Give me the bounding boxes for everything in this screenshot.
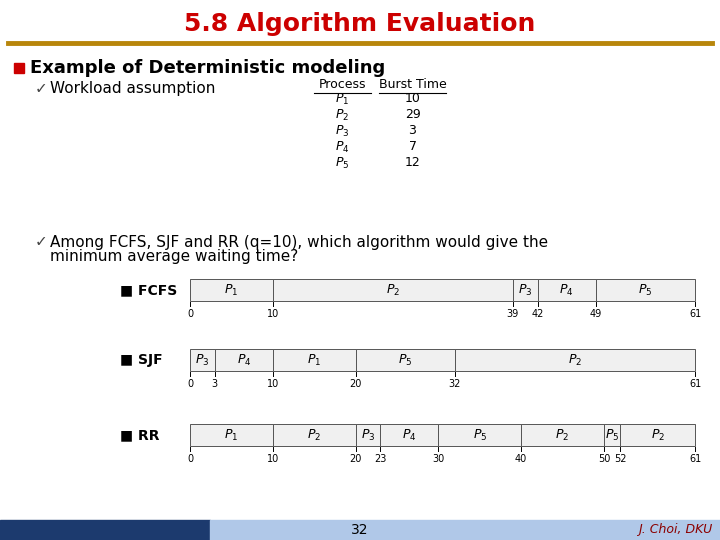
Text: 61: 61 (689, 454, 701, 464)
Text: ■ FCFS: ■ FCFS (120, 283, 177, 297)
Text: $P_2$: $P_2$ (336, 107, 350, 123)
Bar (210, 520, 720, 540)
Bar (14, 63, 24, 73)
Text: 30: 30 (432, 454, 444, 464)
Bar (356, 349, 455, 371)
Bar (438, 424, 521, 446)
Text: $P_3$: $P_3$ (195, 353, 210, 368)
Bar (190, 424, 273, 446)
Text: 0: 0 (187, 309, 193, 319)
Text: $P_4$: $P_4$ (336, 139, 350, 154)
Text: ■ RR: ■ RR (120, 428, 160, 442)
Text: $P_4$: $P_4$ (237, 353, 251, 368)
Text: 40: 40 (515, 454, 527, 464)
Text: 50: 50 (598, 454, 610, 464)
Text: $P_2$: $P_2$ (555, 428, 570, 443)
Bar (513, 279, 538, 301)
Bar (215, 349, 273, 371)
Bar (380, 424, 438, 446)
Text: $P_3$: $P_3$ (361, 428, 375, 443)
Bar (455, 349, 695, 371)
Text: 3: 3 (408, 125, 416, 138)
Text: 0: 0 (187, 379, 193, 389)
Text: 52: 52 (614, 454, 626, 464)
Text: $P_5$: $P_5$ (605, 428, 619, 443)
Bar (190, 349, 215, 371)
Text: $P_2$: $P_2$ (568, 353, 582, 368)
Text: 10: 10 (266, 454, 279, 464)
Text: 49: 49 (590, 309, 602, 319)
Text: Process: Process (319, 78, 366, 91)
Text: J. Choi, DKU: J. Choi, DKU (638, 523, 712, 537)
Text: 20: 20 (349, 379, 361, 389)
Text: 32: 32 (449, 379, 461, 389)
Text: 42: 42 (531, 309, 544, 319)
Text: $P_2$: $P_2$ (307, 428, 321, 443)
Text: $P_5$: $P_5$ (638, 282, 652, 298)
Bar (595, 279, 695, 301)
Bar (273, 349, 356, 371)
Text: ■ SJF: ■ SJF (120, 353, 163, 367)
Bar (273, 279, 513, 301)
Text: 29: 29 (405, 109, 420, 122)
Text: 61: 61 (689, 309, 701, 319)
Text: $P_5$: $P_5$ (398, 353, 413, 368)
Text: $P_4$: $P_4$ (402, 428, 417, 443)
Text: 12: 12 (405, 157, 420, 170)
Text: ✓: ✓ (35, 234, 48, 249)
Bar (273, 424, 356, 446)
Text: Burst Time: Burst Time (379, 78, 446, 91)
Text: 10: 10 (405, 92, 420, 105)
Text: 3: 3 (212, 379, 218, 389)
Bar (604, 424, 621, 446)
Text: 23: 23 (374, 454, 387, 464)
Text: 32: 32 (351, 523, 369, 537)
Text: 39: 39 (507, 309, 519, 319)
Bar (521, 424, 604, 446)
Bar (356, 424, 380, 446)
Bar (190, 279, 273, 301)
Bar (621, 424, 695, 446)
Text: $P_2$: $P_2$ (386, 282, 400, 298)
Text: $P_2$: $P_2$ (651, 428, 665, 443)
Text: 10: 10 (266, 379, 279, 389)
Text: $P_5$: $P_5$ (472, 428, 487, 443)
Text: 61: 61 (689, 379, 701, 389)
Text: 10: 10 (266, 309, 279, 319)
Text: ✓: ✓ (35, 82, 48, 97)
Bar (0, 520, 210, 540)
Text: $P_3$: $P_3$ (518, 282, 533, 298)
Text: $P_4$: $P_4$ (559, 282, 574, 298)
Text: Among FCFS, SJF and RR (q=10), which algorithm would give the: Among FCFS, SJF and RR (q=10), which alg… (50, 234, 548, 249)
Text: $P_1$: $P_1$ (307, 353, 321, 368)
Text: 20: 20 (349, 454, 361, 464)
Text: Example of Deterministic modeling: Example of Deterministic modeling (30, 59, 385, 77)
Text: 7: 7 (408, 140, 416, 153)
Text: $P_1$: $P_1$ (336, 91, 350, 106)
Text: $P_1$: $P_1$ (224, 428, 238, 443)
Text: 0: 0 (187, 454, 193, 464)
Text: Workload assumption: Workload assumption (50, 82, 215, 97)
Text: 5.8 Algorithm Evaluation: 5.8 Algorithm Evaluation (184, 12, 536, 36)
Text: $P_5$: $P_5$ (336, 156, 350, 171)
Bar (538, 279, 595, 301)
Text: $P_1$: $P_1$ (224, 282, 238, 298)
Text: minimum average waiting time?: minimum average waiting time? (50, 249, 298, 265)
Text: $P_3$: $P_3$ (336, 124, 350, 139)
